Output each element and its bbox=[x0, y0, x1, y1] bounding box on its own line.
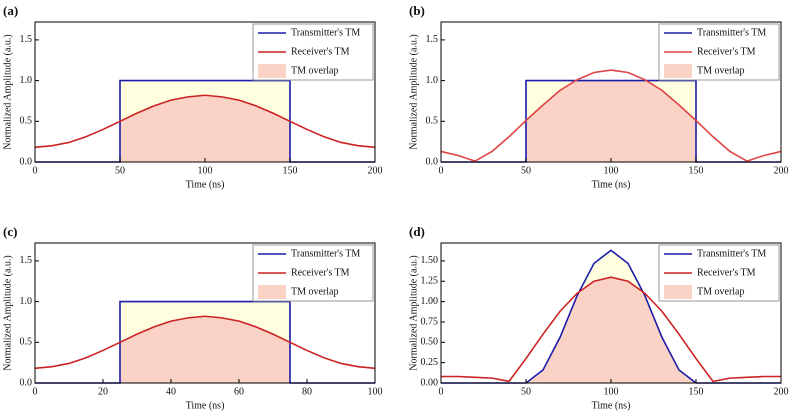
x-tick-label: 50 bbox=[521, 165, 531, 176]
panel-label: (a) bbox=[3, 3, 18, 18]
y-tick-label: 1.5 bbox=[20, 255, 33, 266]
x-tick-label: 100 bbox=[604, 386, 619, 397]
panel-label: (d) bbox=[409, 224, 425, 239]
y-tick-label: 1.5 bbox=[426, 34, 439, 45]
legend-label: Transmitter's TM bbox=[291, 27, 360, 38]
x-tick-label: 0 bbox=[33, 386, 38, 397]
legend-label: TM overlap bbox=[697, 65, 745, 76]
legend-label: Receiver's TM bbox=[291, 46, 350, 57]
legend-label: TM overlap bbox=[291, 65, 339, 76]
y-tick-label: 1.0 bbox=[20, 296, 33, 307]
y-tick-label: 0.25 bbox=[421, 357, 439, 368]
x-axis-label: Time (ns) bbox=[592, 179, 631, 190]
x-tick-label: 80 bbox=[302, 386, 312, 397]
legend-label: Receiver's TM bbox=[697, 267, 756, 278]
x-tick-label: 50 bbox=[521, 386, 531, 397]
y-axis-label: Normalized Amplitude (a.u.) bbox=[2, 255, 13, 371]
x-tick-label: 150 bbox=[689, 386, 704, 397]
x-tick-label: 0 bbox=[33, 165, 38, 176]
y-tick-label: 0.0 bbox=[20, 377, 33, 388]
x-tick-label: 40 bbox=[166, 386, 176, 397]
y-tick-label: 0.0 bbox=[426, 156, 439, 167]
x-tick-label: 200 bbox=[774, 165, 789, 176]
overlap-area bbox=[120, 95, 290, 162]
panel-label: (b) bbox=[409, 3, 425, 18]
x-axis-label: Time (ns) bbox=[186, 179, 225, 190]
overlap-area bbox=[120, 316, 290, 383]
plot-frame bbox=[34, 242, 376, 384]
y-tick-label: 0.50 bbox=[421, 337, 439, 348]
y-tick-label: 1.0 bbox=[426, 75, 439, 86]
y-tick-label: 1.0 bbox=[20, 75, 33, 86]
y-tick-label: 0.5 bbox=[20, 337, 33, 348]
series-line bbox=[34, 315, 376, 370]
legend-swatch bbox=[664, 64, 692, 78]
y-tick-label: 0.75 bbox=[421, 316, 439, 327]
legend-label: TM overlap bbox=[291, 286, 339, 297]
overlap-area bbox=[526, 277, 696, 383]
series-line bbox=[34, 94, 376, 149]
y-tick-label: 0.5 bbox=[20, 116, 33, 127]
x-tick-label: 150 bbox=[283, 165, 298, 176]
panel-label: (c) bbox=[3, 224, 17, 239]
legend-label: Transmitter's TM bbox=[697, 27, 766, 38]
legend-label: TM overlap bbox=[697, 286, 745, 297]
legend-label: Receiver's TM bbox=[291, 267, 350, 278]
series-line bbox=[440, 69, 782, 163]
legend-swatch bbox=[258, 64, 286, 78]
series-line bbox=[441, 276, 781, 383]
x-tick-label: 150 bbox=[689, 165, 704, 176]
x-tick-label: 20 bbox=[98, 386, 108, 397]
y-axis-label: Normalized Amplitude (a.u.) bbox=[2, 34, 13, 150]
y-axis-label: Normalized Amplitude (a.u.) bbox=[408, 255, 419, 371]
y-tick-label: 1.50 bbox=[421, 255, 439, 266]
legend-swatch bbox=[664, 285, 692, 299]
x-axis-label: Time (ns) bbox=[592, 400, 631, 411]
x-tick-label: 100 bbox=[368, 386, 383, 397]
y-tick-label: 1.00 bbox=[421, 296, 439, 307]
x-tick-label: 100 bbox=[604, 165, 619, 176]
x-tick-label: 200 bbox=[368, 165, 383, 176]
x-tick-label: 100 bbox=[198, 165, 213, 176]
legend-label: Receiver's TM bbox=[697, 46, 756, 57]
y-tick-label: 1.5 bbox=[20, 34, 33, 45]
x-axis-label: Time (ns) bbox=[186, 400, 225, 411]
x-tick-label: 0 bbox=[439, 165, 444, 176]
x-tick-label: 50 bbox=[115, 165, 125, 176]
y-tick-label: 1.25 bbox=[421, 276, 439, 287]
legend-label: Transmitter's TM bbox=[291, 248, 360, 259]
overlap-area bbox=[526, 80, 696, 162]
legend-swatch bbox=[258, 285, 286, 299]
x-tick-label: 200 bbox=[774, 386, 789, 397]
x-tick-label: 0 bbox=[439, 386, 444, 397]
y-axis-label: Normalized Amplitude (a.u.) bbox=[408, 34, 419, 150]
y-tick-label: 0.0 bbox=[20, 156, 33, 167]
y-tick-label: 0.5 bbox=[426, 116, 439, 127]
y-tick-label: 0.00 bbox=[421, 377, 439, 388]
x-tick-label: 60 bbox=[234, 386, 244, 397]
legend-label: Transmitter's TM bbox=[697, 248, 766, 259]
